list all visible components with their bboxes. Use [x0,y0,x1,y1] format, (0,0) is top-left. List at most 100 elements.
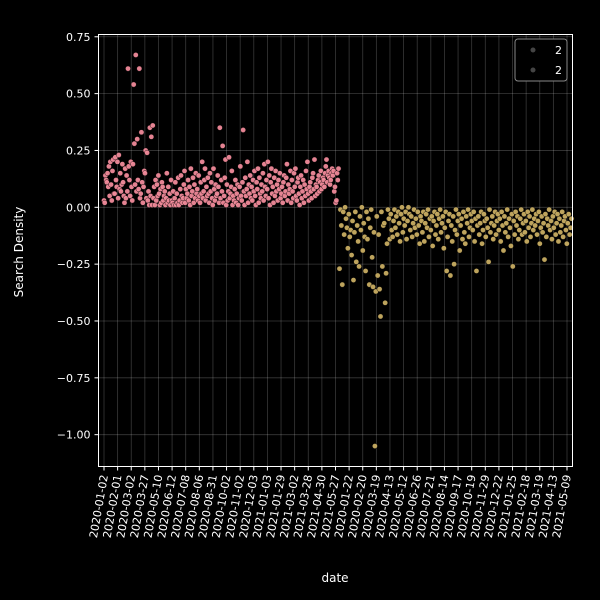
data-point-series-2 [383,270,389,277]
data-point-series-2 [369,254,375,261]
data-point-series-1 [254,186,261,192]
data-point-series-1 [149,122,156,129]
data-point-series-2 [479,240,485,247]
data-point-series-1 [125,163,132,170]
data-point-series-2 [381,220,388,227]
data-point-series-2 [400,229,406,236]
data-point-series-2 [525,224,532,231]
data-point-series-1 [117,170,124,176]
data-point-series-2 [444,234,451,240]
data-point-series-1 [145,188,152,195]
y-axis-label: Search Density [12,207,26,298]
data-point-series-2 [566,231,573,238]
data-point-series-1 [268,165,275,172]
data-point-series-1 [245,199,251,206]
data-point-series-2 [364,236,371,242]
data-point-series-2 [477,220,483,227]
data-point-series-2 [348,252,355,258]
data-point-series-1 [123,195,129,202]
data-point-series-2 [416,240,423,247]
data-point-series-2 [370,284,376,290]
data-point-series-2 [353,259,360,265]
data-point-series-1 [301,199,307,206]
data-point-series-2 [567,224,574,231]
data-point-series-2 [445,218,452,224]
data-point-series-1 [129,197,136,204]
data-point-series-1 [242,174,249,181]
data-point-series-2 [384,240,390,247]
data-point-series-2 [497,238,504,245]
data-point-series-2 [368,206,374,213]
data-point-series-1 [113,177,119,183]
data-point-series-1 [185,177,191,183]
data-point-series-1 [255,165,261,172]
data-point-series-1 [115,195,121,202]
data-point-series-2 [505,234,511,240]
data-point-series-2 [454,231,460,238]
data-point-series-2 [509,263,516,270]
data-point-series-2 [359,247,366,254]
data-point-series-2 [462,240,469,247]
data-point-series-1 [239,179,246,186]
data-point-series-1 [264,186,270,192]
data-point-series-2 [473,268,480,274]
data-point-series-1 [266,172,273,179]
data-point-series-1 [267,179,274,186]
data-point-series-1 [296,202,303,208]
data-point-series-2 [526,213,533,220]
data-point-series-1 [221,174,228,181]
data-point-series-1 [249,197,256,204]
data-point-series-2 [484,224,491,231]
data-point-series-1 [135,177,141,183]
data-point-series-2 [404,218,411,224]
y-tick-label: 0.25 [66,144,91,157]
data-point-series-1 [197,199,203,206]
data-point-series-1 [221,193,227,199]
y-tick-label: −0.75 [57,372,91,385]
y-tick-label: −0.50 [57,315,91,328]
data-point-series-1 [134,136,140,142]
data-point-series-1 [283,174,290,181]
data-point-series-2 [552,231,559,238]
data-point-series-1 [186,184,193,190]
data-point-series-2 [360,220,367,227]
data-point-series-2 [455,211,462,217]
data-point-series-2 [517,215,524,222]
data-point-series-2 [529,206,536,213]
data-point-series-1 [256,174,263,181]
data-point-series-2 [450,213,456,220]
data-point-series-1 [126,177,133,183]
y-tick-label: 0.50 [66,88,91,101]
data-point-series-1 [318,168,324,174]
data-point-series-2 [506,215,512,222]
data-point-series-1 [219,188,225,195]
data-point-series-2 [560,234,566,240]
data-point-series-2 [382,299,388,306]
data-point-series-2 [392,224,399,231]
data-point-series-1 [332,184,338,190]
data-point-series-2 [451,261,457,267]
data-point-series-1 [189,188,196,195]
data-point-series-2 [448,222,455,229]
data-point-series-1 [284,161,290,167]
y-axis: 0.75 0.50 0.25 0.00 −0.25 −0.50 −0.75 −1.00 [57,31,99,442]
data-point-series-1 [205,174,211,181]
data-point-series-2 [539,229,546,236]
data-point-series-2 [379,263,386,270]
data-point-series-1 [233,190,240,197]
data-point-series-1 [219,143,226,149]
data-point-series-1 [291,184,298,190]
data-point-series-1 [214,190,220,197]
data-point-series-1 [307,179,314,186]
data-point-series-1 [259,188,266,195]
data-point-series-2 [453,206,459,213]
data-point-series-1 [301,181,308,188]
data-point-series-1 [177,186,184,192]
data-point-series-1 [270,184,276,190]
data-point-series-2 [546,206,552,213]
data-point-series-2 [387,211,394,217]
data-point-series-2 [540,220,547,227]
data-point-series-1 [292,165,299,172]
data-point-series-1 [327,181,333,188]
data-point-series-1 [116,152,122,158]
